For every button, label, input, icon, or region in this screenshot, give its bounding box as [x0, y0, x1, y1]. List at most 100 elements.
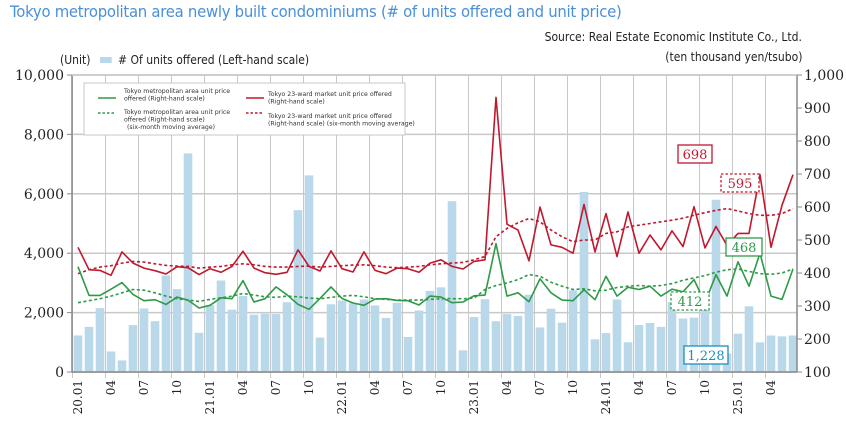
bar-units-2021-11 [315, 337, 325, 372]
bar-units-2025-01 [733, 333, 743, 372]
bar-units-2023-07 [535, 327, 545, 372]
bars-units-offered [73, 153, 798, 372]
bar-units-2020-09 [161, 275, 171, 372]
callout-label: 1,228 [687, 349, 724, 364]
bar-units-2022-04 [370, 305, 380, 372]
x-tick-label: 10 [434, 380, 448, 395]
bar-legend-label: # Of units offered (Left-hand scale) [118, 53, 310, 67]
left-tick-label: 6,000 [24, 187, 64, 203]
right-tick-label: 600 [804, 200, 831, 216]
bar-legend-swatch [100, 57, 112, 63]
bar-units-2020-12 [194, 332, 204, 372]
axes: 0 2,000 4,000 6,000 8,000 10,000 100 200 300 400 5… [15, 68, 844, 414]
bar-units-2020-06 [128, 325, 138, 372]
callout-box-698 [677, 144, 713, 164]
bar-units-2021-07 [271, 314, 281, 372]
bar-units-2022-10 [436, 287, 446, 372]
line-metro-moving-average [77, 268, 794, 304]
right-tick-label: 200 [804, 332, 831, 348]
bar-units-2023-05 [513, 315, 523, 372]
x-tick-label: 25.01 [731, 380, 745, 414]
bar-units-2024-09 [689, 317, 699, 372]
x-tick-label: 10 [170, 380, 184, 395]
right-tick-label: 100 [804, 365, 831, 381]
right-tick-label: 300 [804, 299, 831, 315]
bar-units-2024-03 [623, 342, 633, 372]
bar-units-2021-02 [216, 280, 226, 372]
bar-units-2022-08 [414, 310, 424, 372]
line-metro-unit-price [77, 242, 794, 311]
x-tick-label: 24.01 [599, 380, 613, 414]
price-lines [77, 96, 794, 311]
chart-title: Tokyo metropolitan area newly built cond… [10, 2, 622, 21]
x-tick-label: 07 [137, 380, 151, 395]
legend-label: (six-month moving average) [127, 124, 215, 131]
x-tick-label: 22.01 [335, 380, 349, 414]
callout-box-412 [670, 291, 710, 311]
x-tick-label: 07 [533, 380, 547, 395]
bar-units-2025-03 [755, 342, 765, 372]
callout-label: 698 [683, 148, 708, 163]
callout-box-468 [725, 237, 763, 257]
bar-units-2020-08 [150, 321, 160, 372]
right-tick-label: 700 [804, 167, 831, 183]
bar-units-2022-09 [425, 290, 435, 372]
left-tick-label: 4,000 [24, 246, 64, 262]
bar-units-2022-03 [359, 299, 369, 372]
source-note: Source: Real Estate Economic Institute C… [544, 30, 802, 44]
bar-units-2020-11 [183, 153, 193, 372]
bar-units-2024-10 [700, 304, 710, 372]
right-tick-label: 500 [804, 233, 831, 249]
bar-units-2025-05 [777, 336, 787, 372]
bar-units-2021-09 [293, 210, 303, 372]
bar-units-2020-02 [84, 326, 94, 372]
legend-label: Tokyo metropolitan area unit price [123, 88, 230, 95]
right-tick-label: 900 [804, 101, 831, 117]
callout-label: 468 [732, 241, 757, 256]
legend-label: offered (Right-hand scale) [124, 96, 205, 103]
left-tick-label: 2,000 [24, 306, 64, 322]
bar-units-2022-07 [403, 336, 413, 372]
right-tick-label: 400 [804, 266, 831, 282]
legend-label: Tokyo 23-ward market unit price offered [267, 91, 392, 98]
x-tick-label: 04 [500, 380, 514, 396]
callout-box-1228 [683, 345, 729, 365]
bar-units-2021-06 [260, 313, 270, 372]
left-tick-label: 10,000 [15, 68, 64, 84]
bar-units-2025-04 [766, 335, 776, 372]
line-23ward-unit-price [77, 96, 794, 277]
legend-label: offered (Right-hand scale) [124, 117, 205, 124]
bar-units-2021-01 [205, 305, 215, 372]
bar-units-2024-01 [601, 333, 611, 372]
bar-units-2020-03 [95, 308, 105, 372]
bar-units-2024-04 [634, 325, 644, 372]
bar-units-2023-09 [557, 322, 567, 372]
bar-units-2024-11 [711, 199, 721, 372]
legend-label: Tokyo metropolitan area unit price [123, 109, 230, 116]
bar-units-2022-06 [392, 302, 402, 372]
callout-label: 412 [678, 295, 703, 310]
x-tick-label: 07 [401, 380, 415, 395]
bar-units-2021-04 [238, 295, 248, 372]
bar-units-2020-01 [73, 335, 83, 372]
bar-units-2022-02 [348, 303, 358, 372]
line-legend: Tokyo metropolitan area unit priceoffere… [83, 82, 415, 136]
line-23ward-moving-average [77, 207, 794, 275]
bar-units-2021-05 [249, 314, 259, 372]
bar-units-2023-06 [524, 294, 534, 372]
bar-units-2020-07 [139, 308, 149, 372]
bar-units-2021-03 [227, 309, 237, 372]
left-axis-unit: (Unit) [60, 53, 91, 67]
x-tick-label: 04 [236, 380, 250, 396]
bar-units-2022-11 [447, 201, 457, 372]
bar-units-2023-02 [480, 299, 490, 372]
bar-units-2023-03 [491, 321, 501, 372]
bar-units-2020-10 [172, 289, 182, 372]
bar-units-2022-12 [458, 350, 468, 372]
bar-units-2023-12 [590, 339, 600, 372]
bar-units-2023-01 [469, 317, 479, 372]
bar-units-2021-08 [282, 302, 292, 372]
x-tick-label: 04 [632, 380, 646, 396]
x-tick-label: 04 [368, 380, 382, 396]
